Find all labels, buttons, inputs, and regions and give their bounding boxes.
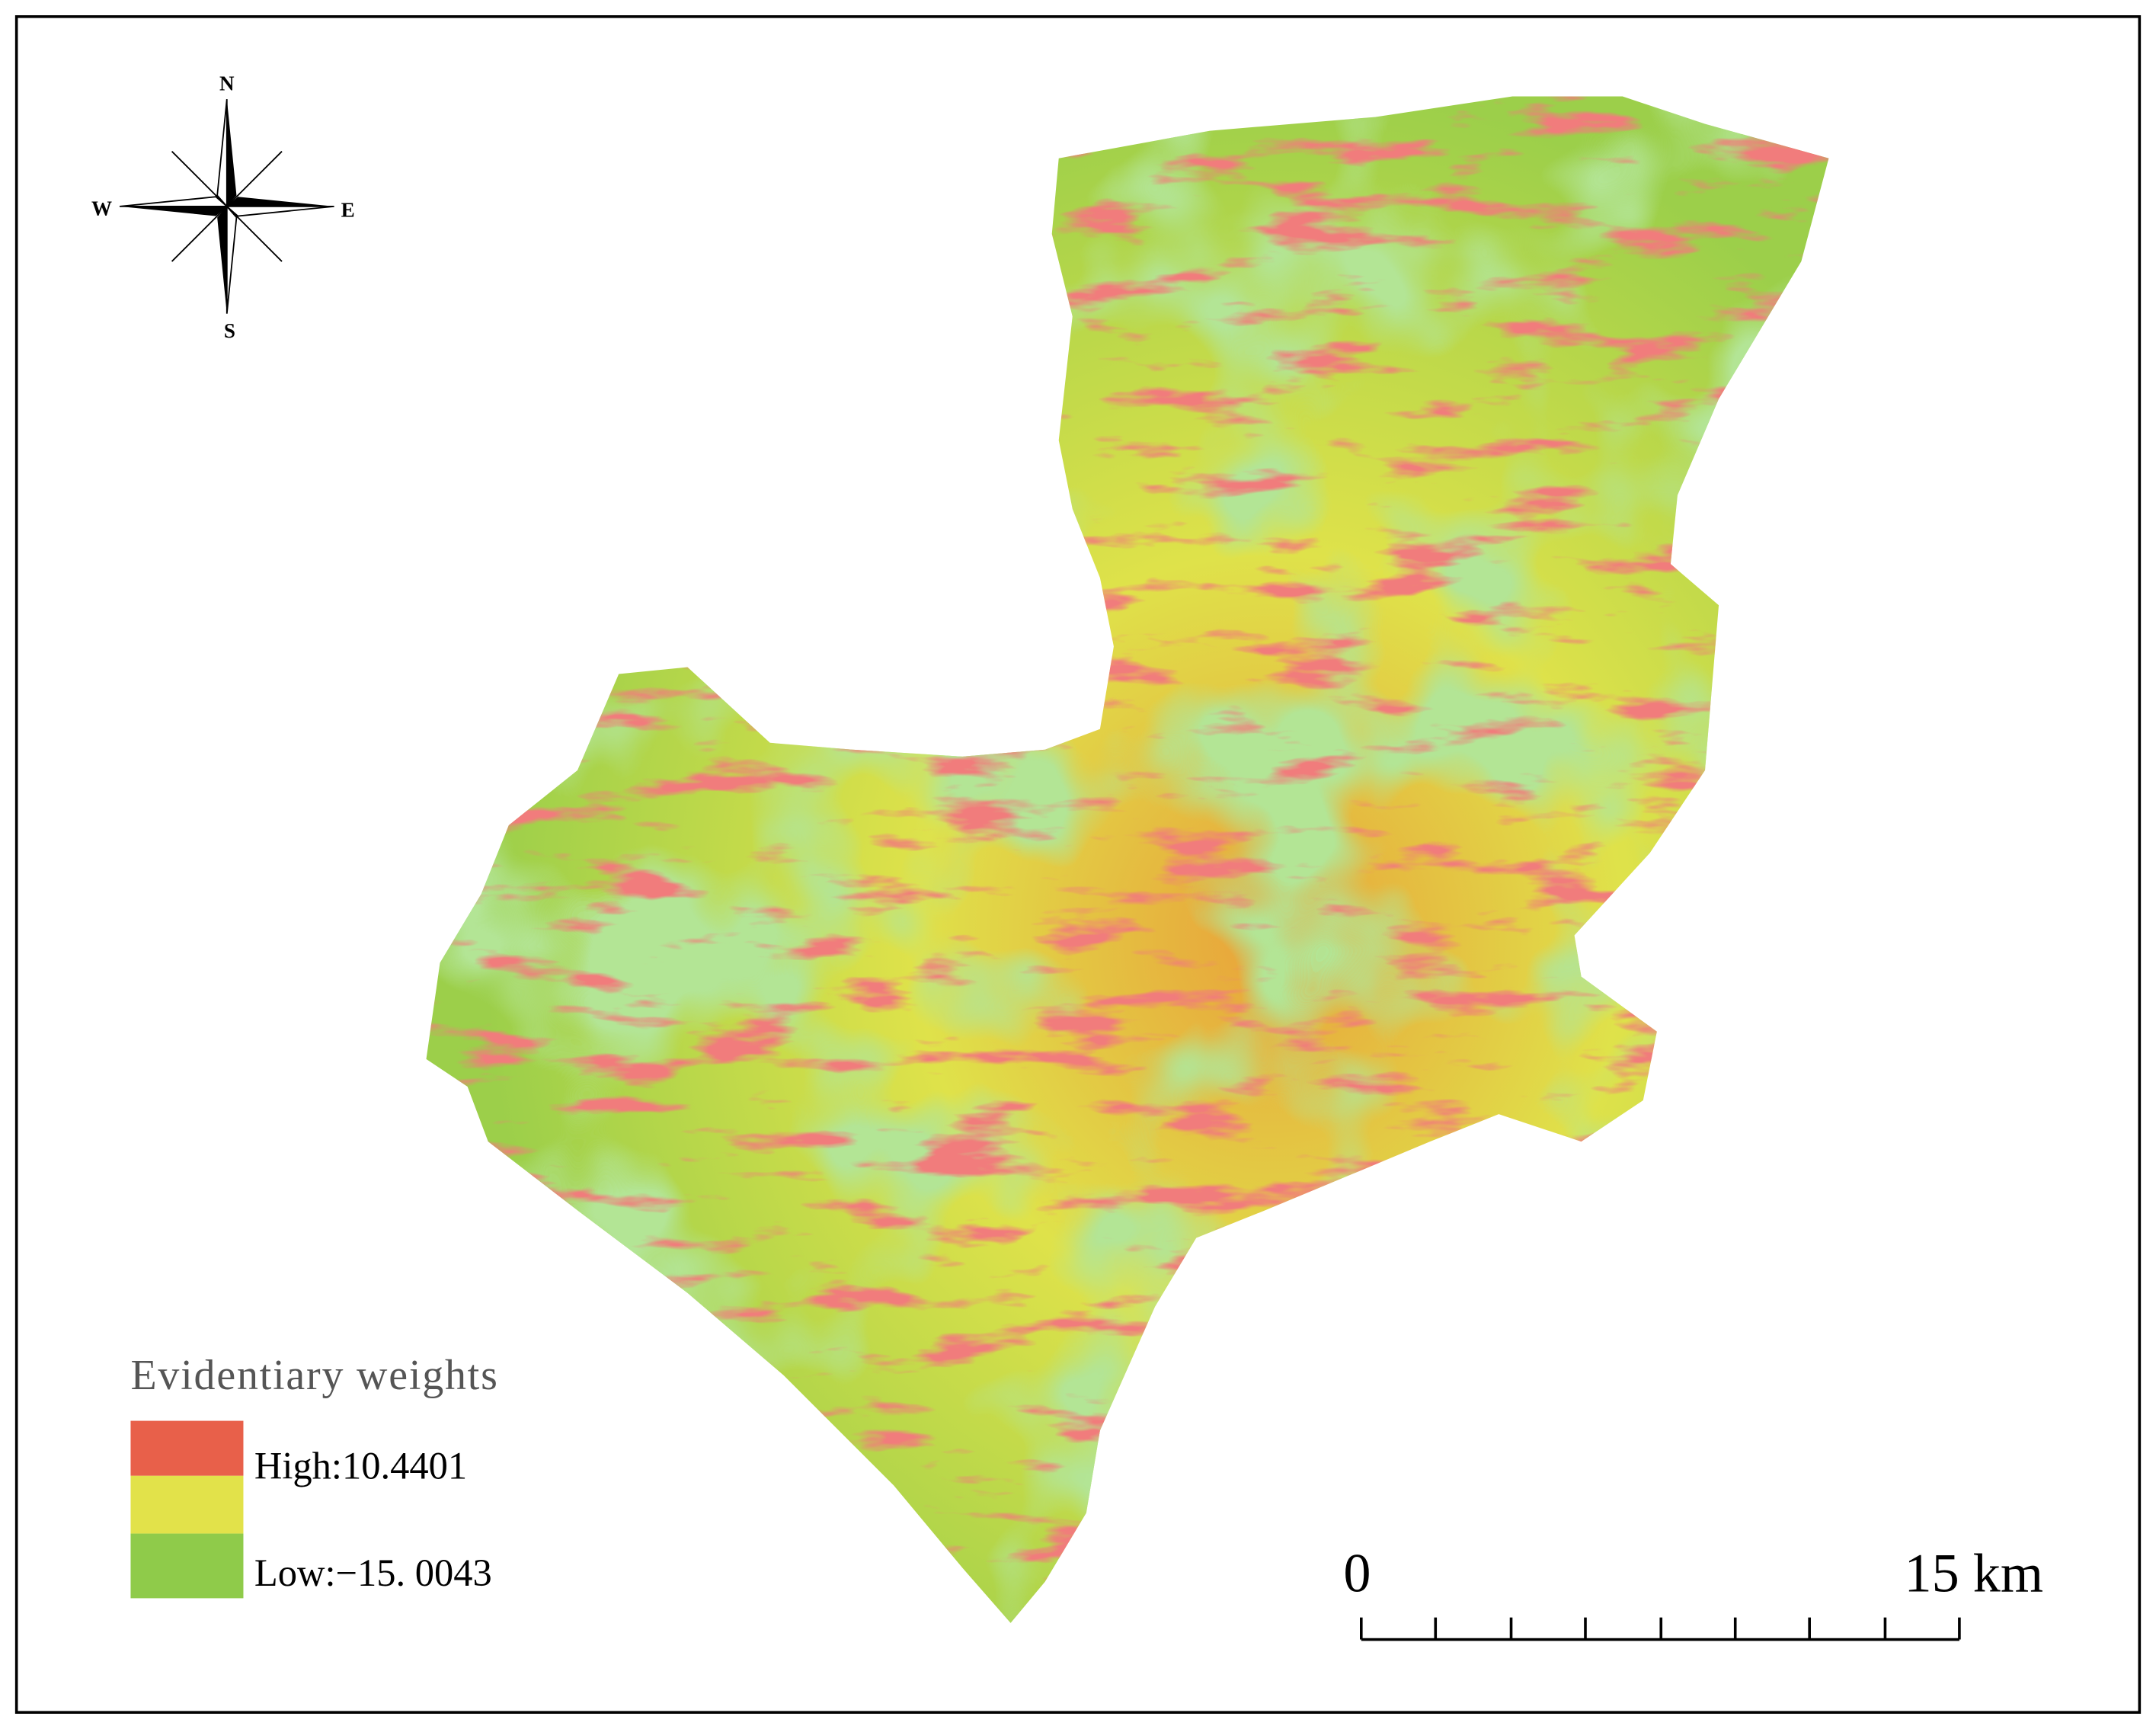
scale-end: 15 km <box>1905 1542 2043 1603</box>
compass-s: S <box>224 319 235 342</box>
scale-bar <box>1359 1617 1961 1641</box>
frame <box>14 15 2142 1714</box>
raster-high-texture <box>426 96 1829 1623</box>
compass-e: E <box>341 198 355 221</box>
north-arrow: N S E W <box>91 72 355 342</box>
compass-n: N <box>219 72 235 94</box>
legend-swatch-mid <box>130 1475 244 1534</box>
legend-swatch-low <box>130 1533 244 1599</box>
weights-raster <box>426 96 1829 1623</box>
legend-swatch-high <box>130 1420 244 1476</box>
legend-low-label: Low:−15. 0043 <box>254 1551 492 1594</box>
scale-start: 0 <box>1343 1542 1371 1603</box>
legend-high-label: High:10.4401 <box>254 1444 467 1487</box>
compass-w: W <box>91 197 112 220</box>
legend-title: Evidentiary weights <box>130 1352 498 1399</box>
legend: Evidentiary weights High:10.4401 Low:−15… <box>130 1352 498 1599</box>
